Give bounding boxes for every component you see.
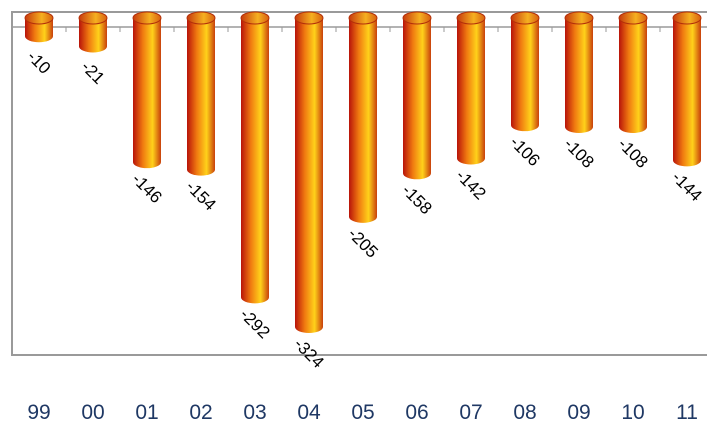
x-tick-label: 02: [189, 401, 212, 424]
x-tick-label: 03: [243, 401, 266, 424]
bar-04: [294, 11, 324, 333]
bar-top-cap: [510, 11, 540, 25]
bar-06: [402, 11, 432, 180]
bar-02: [186, 11, 216, 176]
bar-top-cap: [294, 11, 324, 25]
bar-top-cap: [348, 11, 378, 25]
data-label: -292: [236, 305, 273, 342]
bar-11: [672, 11, 702, 167]
x-tick-labels-group: 99 00 01 02 03 04 05 06 07 08 09 10 11: [27, 401, 698, 424]
bar-top-cap: [24, 11, 54, 25]
data-label: -106: [506, 133, 543, 170]
bar-08: [510, 11, 540, 132]
x-tick-label: 08: [513, 401, 536, 424]
bar-top-cap: [132, 11, 162, 25]
x-tick-label: 99: [27, 401, 50, 424]
x-tick-label: 04: [297, 401, 321, 424]
bar-body: [565, 18, 593, 133]
bar-top-cap: [78, 11, 108, 25]
bar-body: [295, 18, 323, 333]
bar-body: [241, 18, 269, 304]
bar-10: [618, 11, 648, 133]
x-tick-label: 05: [351, 401, 374, 424]
bar-top-cap: [564, 11, 594, 25]
x-tick-label: 09: [567, 401, 590, 424]
bars-group: [24, 11, 702, 333]
bar-body: [187, 18, 215, 176]
data-label: -10: [23, 47, 54, 78]
bar-body: [133, 18, 161, 169]
bar-09: [564, 11, 594, 133]
data-label: -205: [344, 224, 381, 261]
data-label: -158: [398, 181, 435, 218]
bar-top-cap: [672, 11, 702, 25]
data-label: -146: [128, 170, 165, 207]
bar-top-cap: [618, 11, 648, 25]
data-label: -144: [668, 168, 705, 205]
bar-07: [456, 11, 486, 165]
x-tick-label: 10: [621, 401, 644, 424]
bar-03: [240, 11, 270, 304]
bar-body: [25, 18, 53, 43]
bar-body: [511, 18, 539, 132]
bar-body: [619, 18, 647, 133]
bar-05: [348, 11, 378, 223]
bar-top-cap: [456, 11, 486, 25]
data-label: -21: [77, 57, 108, 88]
data-label: -324: [290, 334, 327, 371]
x-tick-label: 01: [135, 401, 158, 424]
bar-body: [79, 18, 107, 53]
bar-00: [78, 11, 108, 53]
bar-top-cap: [240, 11, 270, 25]
bar-top-cap: [402, 11, 432, 25]
data-labels-group: -10 -21 -146 -154 -292 -324 -205 -158 -142 -106 -1…: [23, 47, 705, 372]
bar-01: [132, 11, 162, 169]
bar-body: [457, 18, 485, 165]
data-label: -108: [614, 134, 651, 171]
data-label: -154: [182, 177, 219, 214]
x-tick-label: 00: [81, 401, 104, 424]
bar-body: [673, 18, 701, 167]
bar-body: [349, 18, 377, 223]
data-label: -108: [560, 134, 597, 171]
x-tick-label: 06: [405, 401, 428, 424]
x-tick-label: 07: [459, 401, 482, 424]
data-label: -142: [452, 166, 489, 203]
bar-99: [24, 11, 54, 43]
bar-top-cap: [186, 11, 216, 25]
bar-body: [403, 18, 431, 180]
x-tick-label: 11: [676, 401, 698, 424]
